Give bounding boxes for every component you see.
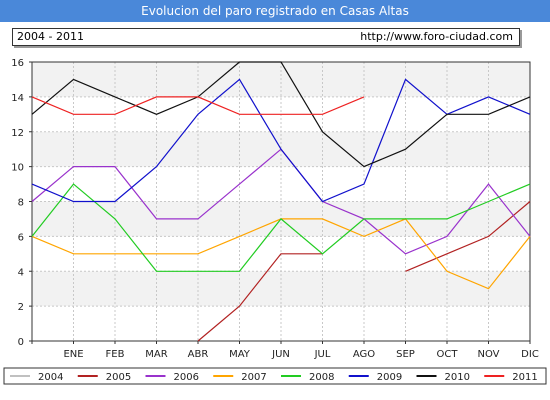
- x-tick-label: ENE: [63, 349, 83, 360]
- chart-title: Evolucion del paro registrado en Casas A…: [0, 0, 550, 22]
- legend: 2004 2005 2006 2007 2008 2009 2010 2011: [3, 367, 547, 385]
- y-tick-label: 0: [18, 337, 24, 348]
- x-tick-label: SEP: [396, 349, 415, 360]
- source-url: http://www.foro-ciudad.com: [360, 30, 513, 43]
- y-tick-labels: 0 2 4 6 8 10 12 14 16: [11, 58, 24, 348]
- series-line-2005: [405, 201, 531, 272]
- x-tick-label: NOV: [477, 349, 499, 360]
- legend-box: [3, 367, 547, 385]
- x-tick-label: ABR: [188, 349, 209, 360]
- legend-label: 2010: [445, 372, 470, 383]
- y-tick-label: 12: [11, 128, 24, 139]
- y-tick-label: 16: [11, 58, 24, 69]
- y-tick-label: 8: [18, 198, 24, 209]
- legend-label: 2011: [512, 372, 537, 383]
- x-tick-label: AGO: [353, 349, 375, 360]
- info-bar: 2004 - 2011 http://www.foro-ciudad.com: [12, 28, 520, 46]
- x-tick-label: FEB: [106, 349, 125, 360]
- legend-label: 2006: [174, 372, 199, 383]
- legend-label: 2009: [377, 372, 402, 383]
- series-line-2011: [31, 96, 365, 115]
- x-tick-label: MAY: [229, 349, 251, 360]
- legend-label: 2005: [106, 372, 131, 383]
- series-lines: [31, 61, 531, 342]
- legend-label: 2007: [241, 372, 266, 383]
- y-tick-label: 6: [18, 232, 24, 243]
- series-line-2005: [197, 253, 323, 342]
- y-tick-label: 2: [18, 302, 24, 313]
- plot-band: [32, 271, 530, 307]
- x-tick-label: OCT: [437, 349, 459, 360]
- legend-label: 2004: [38, 372, 63, 383]
- x-tick-labels: ENE FEB MAR ABR MAY JUN JUL AGO SEP OCT NOV DIC: [63, 349, 538, 360]
- series-line-2010: [31, 61, 531, 168]
- x-tick-label: DIC: [521, 349, 539, 360]
- y-tick-label: 14: [11, 93, 24, 104]
- y-tick-label: 4: [18, 267, 24, 278]
- series-line-2008: [31, 183, 531, 272]
- period-label: 2004 - 2011: [17, 30, 84, 43]
- y-tick-label: 10: [11, 163, 24, 174]
- x-tick-label: JUN: [271, 349, 290, 360]
- x-tick-label: MAR: [145, 349, 167, 360]
- legend-label: 2008: [309, 372, 334, 383]
- x-tick-label: JUL: [314, 349, 331, 360]
